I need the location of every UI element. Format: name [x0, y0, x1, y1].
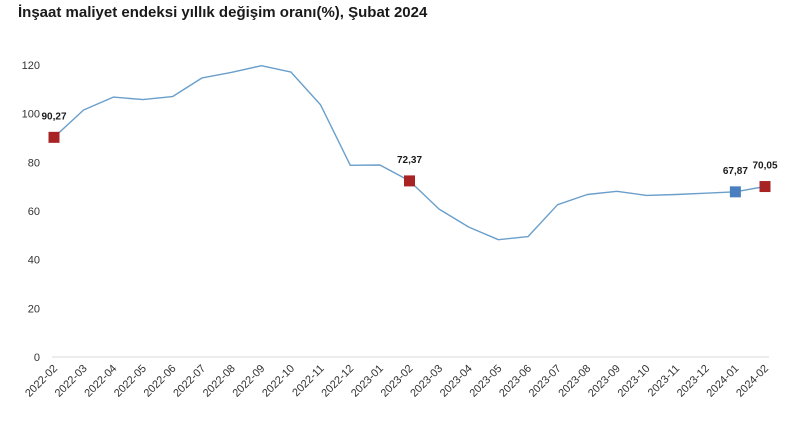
series-line	[53, 64, 766, 241]
data-point-marker	[404, 175, 415, 187]
x-tick-label: 2023-10	[616, 363, 653, 400]
series-lines	[53, 64, 766, 241]
data-label: 90,27	[41, 111, 66, 122]
chart-title: İnşaat maliyet endeksi yıllık değişim or…	[18, 4, 428, 21]
data-point-marker	[729, 186, 741, 198]
data-markers: 90,27 72,37 67,87 70,05	[41, 111, 778, 198]
y-axis-ticks: 0 20 40 60 80 100 120	[22, 60, 40, 364]
data-label: 67,87	[723, 166, 748, 177]
y-tick-label: 80	[28, 157, 40, 169]
x-tick-label: 2022-10	[260, 363, 297, 400]
data-point-marker	[759, 181, 771, 193]
y-tick-label: 100	[22, 109, 40, 121]
data-point-marker	[48, 131, 60, 143]
x-axis-ticks: 2022-022022-032022-042022-052022-062022-…	[23, 356, 771, 400]
y-tick-label: 40	[28, 255, 40, 267]
x-tick-label: 2024-02	[734, 363, 771, 400]
y-tick-label: 60	[28, 206, 40, 218]
y-tick-label: 20	[28, 303, 40, 315]
y-tick-label: 120	[22, 60, 40, 72]
y-tick-label: 0	[34, 352, 40, 364]
data-label: 70,05	[752, 161, 777, 172]
data-label: 72,37	[397, 155, 422, 166]
